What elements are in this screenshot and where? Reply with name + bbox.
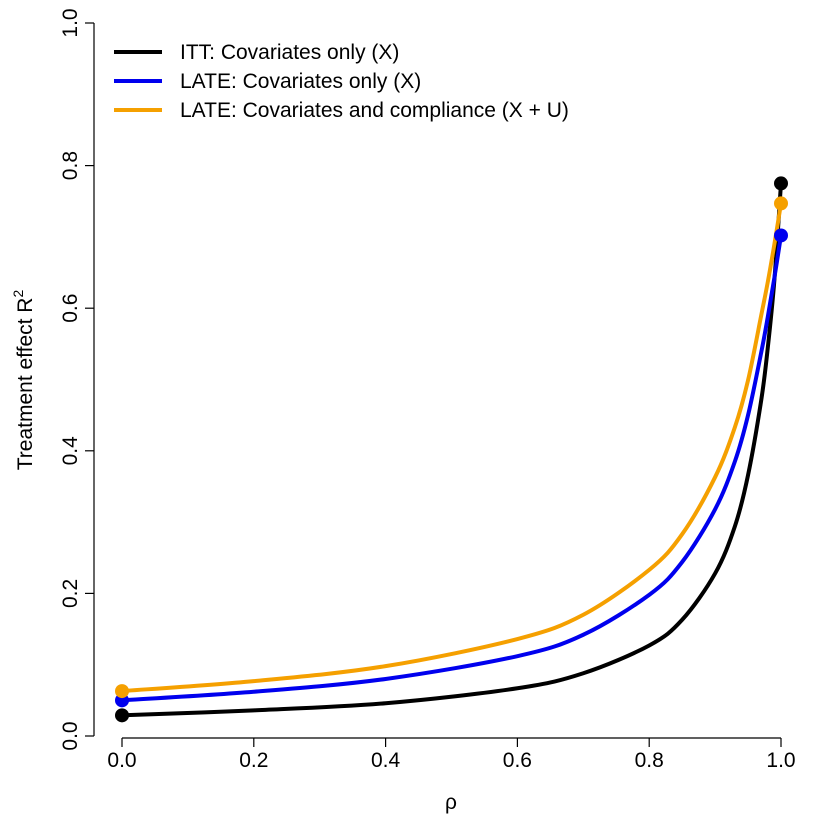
y-tick-label-5: 1.0 [59, 8, 82, 37]
x-axis-title: ρ [445, 791, 457, 814]
y-tick-label-1: 0.2 [59, 579, 82, 608]
legend-label-1: LATE: Covariates only (X) [180, 70, 421, 93]
series-2-start-point [115, 684, 129, 699]
y-axis-title: Treatment effect R2 [10, 290, 37, 471]
y-axis-title-superscript: 2 [10, 290, 26, 298]
x-tick-label-4: 0.8 [635, 749, 664, 772]
series-line-1 [120, 233, 783, 703]
x-tick-label-2: 0.4 [371, 749, 401, 772]
y-tick-label-2: 0.4 [59, 436, 82, 466]
series-2-end-point [774, 196, 788, 211]
x-tick-label-3: 0.6 [503, 749, 532, 772]
x-tick-label-1: 0.2 [239, 749, 268, 772]
y-tick-label-0: 0.0 [59, 721, 82, 750]
legend: ITT: Covariates only (X) LATE: Covariates… [114, 41, 569, 122]
x-tick-label-0: 0.0 [107, 749, 136, 772]
plot-area [115, 176, 788, 723]
series-line-2 [120, 201, 783, 694]
y-axis-ticks: 0.0 0.2 0.4 0.6 0.8 1.0 [59, 8, 94, 751]
series-0-start-point [115, 708, 129, 723]
legend-label-2: LATE: Covariates and compliance (X + U) [180, 99, 569, 122]
y-axis-title-group: Treatment effect R2 [10, 290, 37, 471]
series-1-end-point [774, 228, 788, 243]
x-axis-ticks: 0.0 0.2 0.4 0.6 0.8 1.0 [107, 738, 796, 772]
series-line-0 [120, 181, 783, 718]
y-axis-title-text: Treatment effect R [14, 298, 37, 471]
series-0-end-point [774, 176, 788, 191]
y-tick-label-4: 0.8 [59, 151, 82, 180]
x-tick-label-5: 1.0 [766, 749, 795, 772]
legend-label-0: ITT: Covariates only (X) [180, 41, 399, 64]
axes: 0.0 0.2 0.4 0.6 0.8 1.0 0.0 0.2 0.4 0.6 0.8 1.0 [59, 8, 796, 772]
y-tick-label-3: 0.6 [59, 294, 82, 323]
